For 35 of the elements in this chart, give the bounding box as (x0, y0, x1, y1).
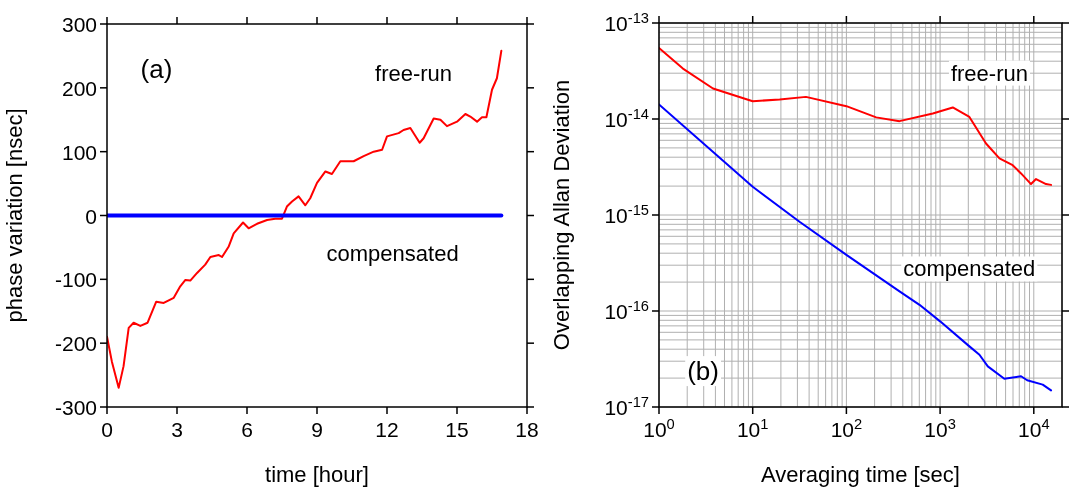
x-tick-label: 15 (445, 418, 469, 441)
y-tick-label: 100 (61, 140, 97, 164)
y-tick-label: 10$^{-16}$ (604, 298, 649, 323)
y-tick-label: 10$^{-15}$ (604, 202, 649, 227)
annotation: (a) (140, 53, 173, 84)
x-tick-label: 12 (375, 418, 399, 441)
x-tick-label: 10$^{1}$ (736, 416, 769, 441)
x-tick-label: 6 (241, 418, 253, 441)
y-tick-label: -100 (54, 268, 97, 292)
y-tick-label: 10$^{-13}$ (604, 10, 649, 35)
series-label: compensated (326, 241, 459, 267)
y-tick-label: -200 (54, 332, 97, 356)
x-tick-label: 10$^{3}$ (924, 416, 956, 441)
y-tick-label: 10$^{-14}$ (604, 106, 649, 131)
series-label: compensated (903, 256, 1036, 282)
series-label: free-run (950, 60, 1028, 86)
y-tick-label: 0 (85, 204, 97, 228)
x-tick-label: 0 (101, 418, 113, 441)
x-axis-title: time [hour] (265, 462, 369, 487)
x-tick-label: 9 (311, 418, 323, 441)
x-tick-label: 10$^{4}$ (1018, 416, 1050, 441)
x-tick-label: 10$^{0}$ (643, 416, 675, 441)
annotation: (b) (687, 356, 719, 387)
line-series (107, 49, 503, 389)
y-axis-title: Overlapping Allan Deviation (549, 79, 574, 351)
y-tick-label: 10$^{-17}$ (604, 394, 649, 419)
x-tick-label: 3 (171, 418, 183, 441)
series-label: free-run (375, 61, 453, 87)
x-tick-label: 10$^{2}$ (830, 416, 863, 441)
x-tick-label: 18 (515, 418, 539, 441)
x-axis-title: Averaging time [sec] (761, 462, 960, 487)
y-tick-label: -300 (54, 396, 97, 419)
y-axis-title: phase variation [nsec] (2, 108, 27, 323)
y-tick-label: 200 (61, 76, 97, 100)
y-tick-label: 300 (61, 13, 97, 36)
